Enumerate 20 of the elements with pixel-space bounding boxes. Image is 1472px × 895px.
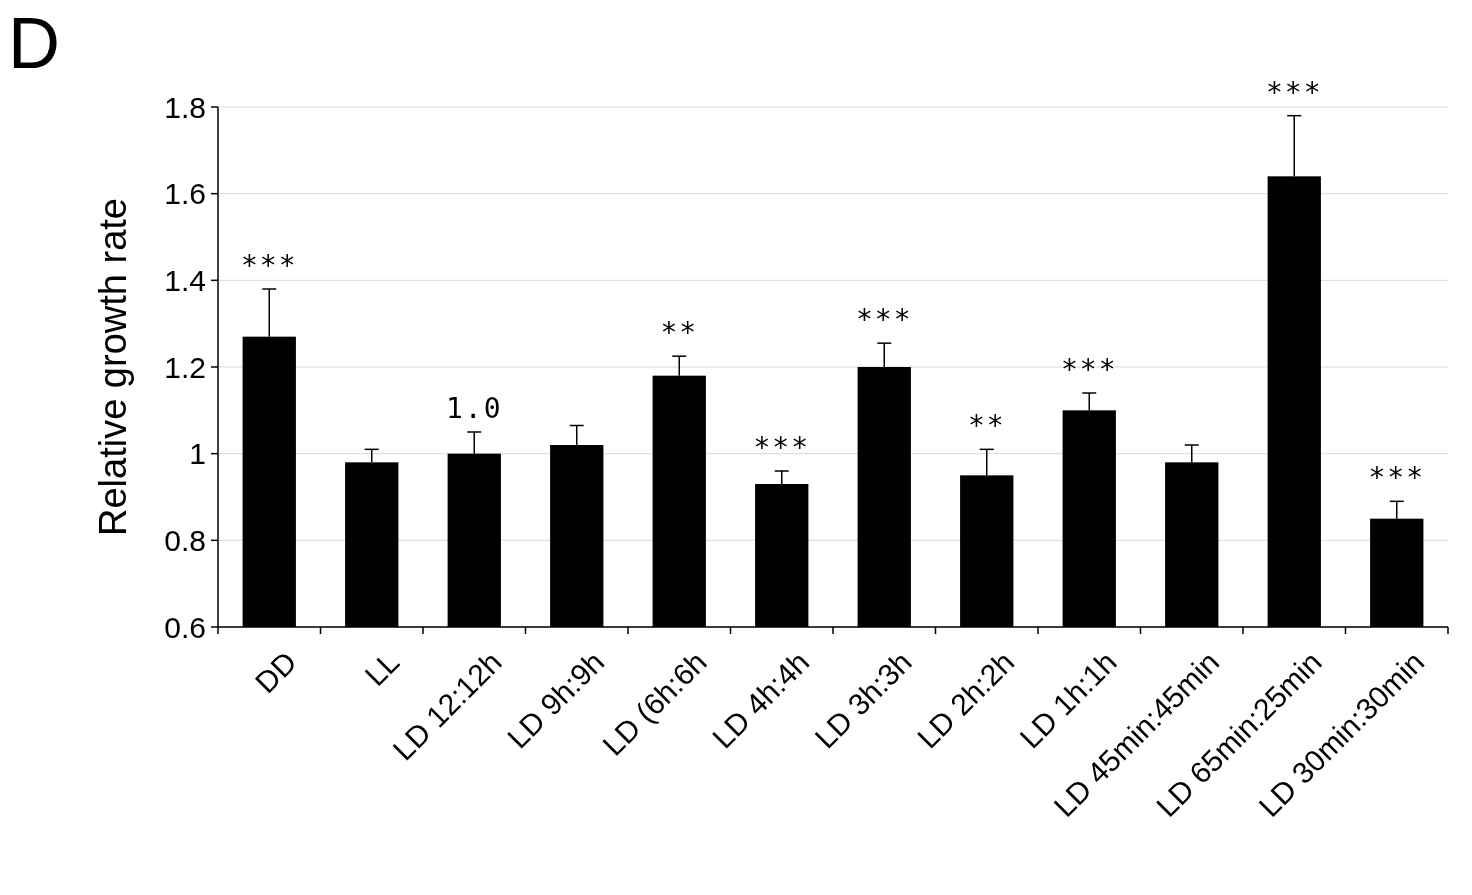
data-label: *** — [1368, 461, 1426, 495]
data-label: *** — [1265, 75, 1323, 109]
x-tick-label: DD — [248, 645, 303, 700]
data-label: *** — [1060, 353, 1118, 386]
y-tick-label: 1.8 — [164, 90, 206, 124]
y-tick-label: 0.6 — [164, 610, 206, 644]
y-axis-title: Relative growth rate — [92, 198, 134, 536]
y-tick-label: 1.2 — [164, 350, 206, 384]
y-tick-label: 1.4 — [164, 263, 206, 297]
x-tick-label: LL — [358, 645, 406, 693]
chart-title: D — [8, 3, 60, 83]
y-tick-label: 0.8 — [164, 523, 206, 557]
data-label: 1.0 — [445, 392, 503, 425]
data-label: *** — [753, 431, 811, 464]
y-tick-label: 1 — [189, 437, 206, 471]
data-label: ** — [967, 409, 1006, 443]
data-label: *** — [240, 249, 298, 282]
data-label: ** — [660, 316, 699, 350]
y-tick-label: 1.6 — [164, 177, 206, 211]
data-label: *** — [855, 303, 913, 337]
